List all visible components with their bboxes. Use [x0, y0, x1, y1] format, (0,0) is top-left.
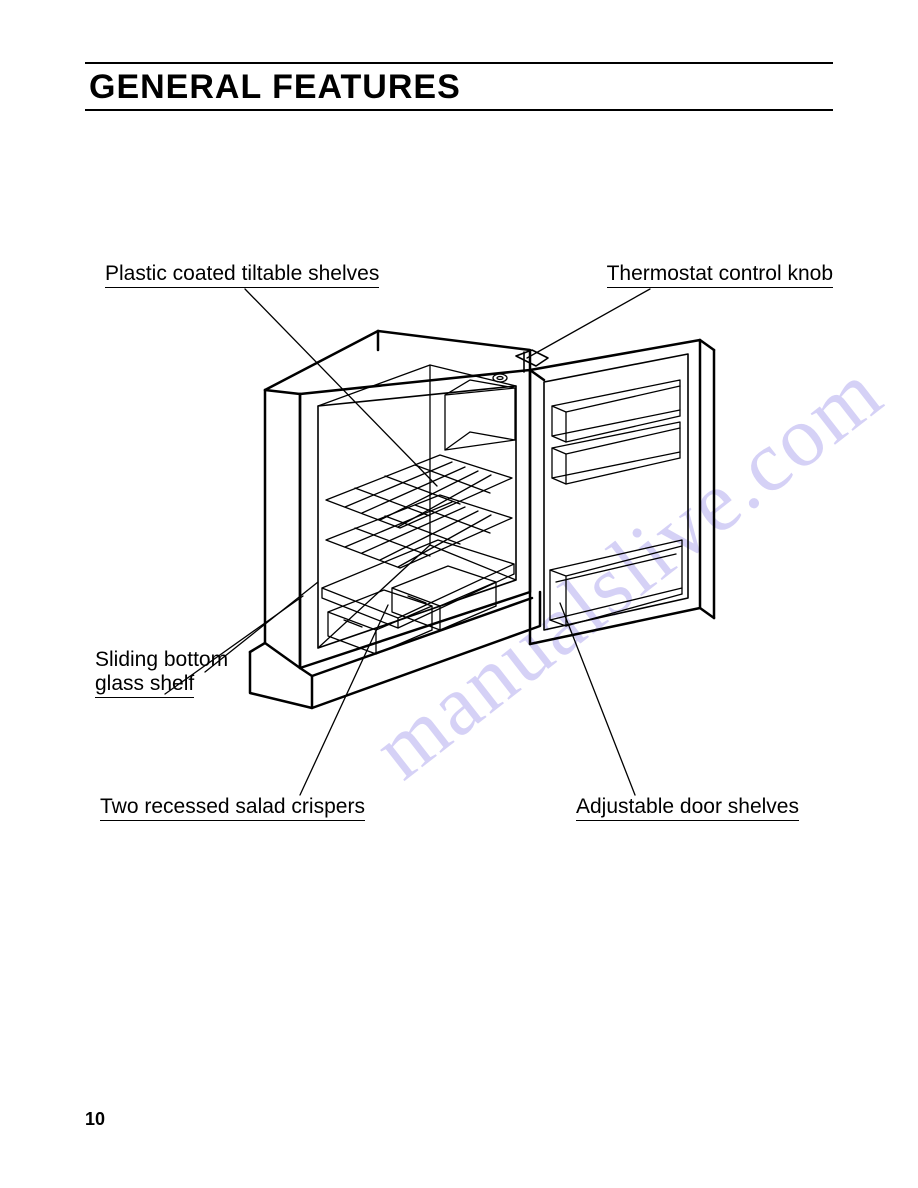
door-shelf-2 — [552, 422, 680, 484]
wire-shelf-lower — [326, 495, 512, 568]
fridge-diagram — [0, 0, 918, 1188]
wire-shelf-upper — [326, 455, 512, 528]
door-shelf-bottom — [550, 540, 682, 626]
evaporator-box — [445, 374, 515, 450]
callout-line-door-shelves — [560, 603, 635, 795]
callout-line-tiltable-shelves — [245, 289, 437, 486]
fridge-door — [530, 340, 714, 644]
callout-line-sliding-bottom-b — [165, 596, 303, 694]
page-number: 10 — [85, 1109, 105, 1130]
manual-page: GENERAL FEATURES manualslive.com Plastic… — [0, 0, 918, 1188]
callout-line-thermostat-knob — [527, 289, 650, 358]
